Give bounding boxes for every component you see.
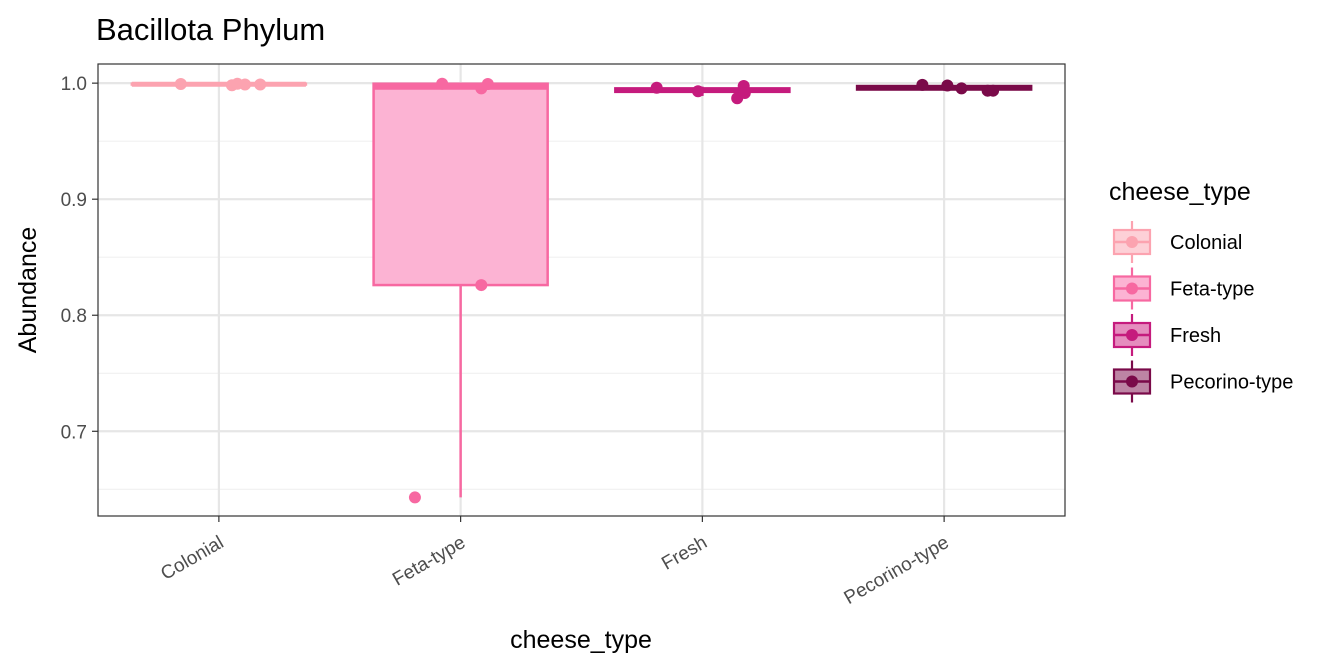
y-axis-title: Abundance bbox=[14, 227, 42, 354]
data-point bbox=[475, 279, 488, 292]
y-axis: 0.7 0.8 0.9 1.0 bbox=[61, 74, 98, 443]
y-tick-label: 1.0 bbox=[61, 74, 87, 95]
data-points bbox=[174, 77, 1000, 504]
plot-panel bbox=[98, 64, 1065, 516]
legend-title: cheese_type bbox=[1109, 178, 1251, 206]
data-point bbox=[174, 77, 187, 90]
box-0 bbox=[130, 81, 308, 87]
box-body bbox=[372, 82, 549, 287]
legend-key-0 bbox=[1112, 221, 1152, 263]
data-point bbox=[254, 78, 267, 91]
box-1 bbox=[372, 82, 549, 498]
legend-key-point bbox=[1126, 329, 1138, 341]
data-point bbox=[238, 78, 251, 91]
y-tick-label: 0.9 bbox=[61, 190, 87, 211]
data-point bbox=[692, 85, 705, 98]
boxes bbox=[130, 81, 1033, 498]
y-tick-label: 0.7 bbox=[61, 422, 87, 443]
legend-key-2 bbox=[1112, 314, 1152, 356]
y-tick-label: 0.8 bbox=[61, 306, 87, 327]
legend: cheese_type Colonial Feta-type Fresh Pecori… bbox=[1109, 178, 1293, 403]
data-point bbox=[955, 82, 968, 95]
legend-label: Pecorino-type bbox=[1170, 372, 1293, 394]
data-point bbox=[738, 87, 751, 100]
data-point bbox=[408, 491, 421, 504]
legend-key-point bbox=[1126, 282, 1138, 295]
legend-key-point bbox=[1126, 236, 1138, 248]
chart-title: Bacillota Phylum bbox=[96, 12, 325, 47]
plot-panel-border bbox=[97, 63, 1066, 517]
data-point bbox=[916, 78, 929, 91]
legend-label: Colonial bbox=[1170, 232, 1242, 254]
data-point bbox=[650, 81, 663, 94]
legend-key-3 bbox=[1112, 360, 1152, 403]
legend-label: Feta-type bbox=[1170, 279, 1254, 301]
x-axis-title: cheese_type bbox=[510, 626, 652, 654]
legend-label: Fresh bbox=[1170, 325, 1221, 347]
data-point bbox=[436, 77, 449, 90]
legend-key-point bbox=[1126, 375, 1138, 388]
data-point bbox=[481, 77, 494, 90]
data-point bbox=[941, 79, 954, 92]
data-point bbox=[987, 84, 1000, 97]
legend-key-1 bbox=[1112, 267, 1152, 310]
